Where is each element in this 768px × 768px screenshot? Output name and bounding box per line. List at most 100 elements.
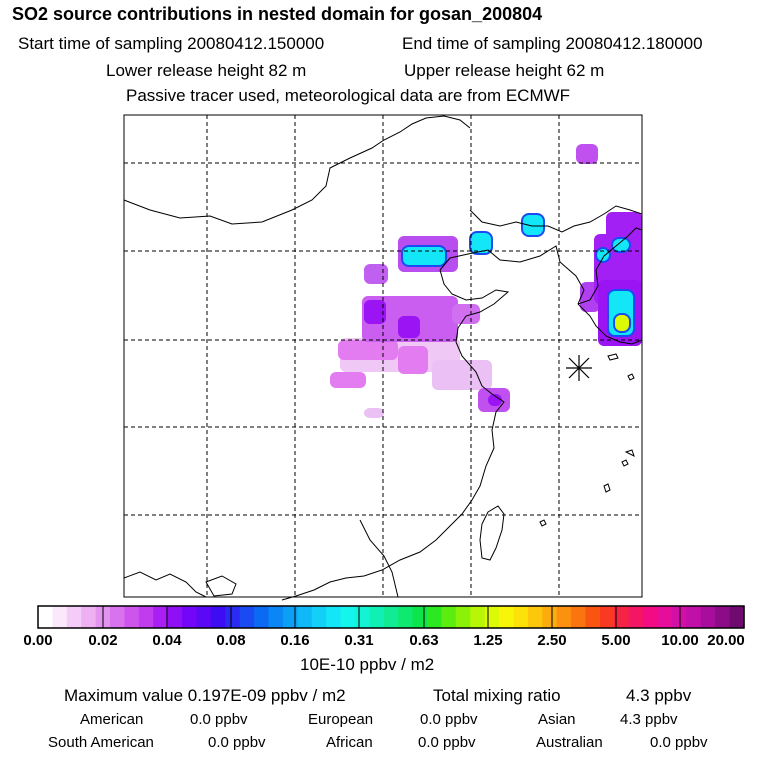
colorbar-cell <box>167 606 183 628</box>
coastlines <box>123 115 643 601</box>
colorbar-cell <box>153 606 169 628</box>
plume-center-core <box>398 316 420 338</box>
plume-korea-n-high <box>595 247 611 263</box>
colorbar-tick-6: 0.63 <box>409 632 439 649</box>
colorbar-tick-2: 0.04 <box>152 632 182 649</box>
colorbar-cell <box>254 606 270 628</box>
american-label: American <box>80 711 144 728</box>
european-value: 0.0 ppbv <box>420 711 478 728</box>
colorbar-cell <box>138 606 154 628</box>
colorbar-tick-3: 0.08 <box>216 632 246 649</box>
colorbar-tick-9: 5.00 <box>601 632 631 649</box>
colorbar-cell <box>210 606 226 628</box>
island-2 <box>621 459 629 467</box>
south-american-label: South American <box>48 734 154 751</box>
upper-height-label: Upper release height 62 m <box>404 61 605 80</box>
plume-tianjin-high <box>469 231 493 255</box>
european-label: European <box>308 711 374 728</box>
island-3 <box>603 483 611 493</box>
colorbar-tick-1: 0.02 <box>88 632 118 649</box>
colorbar-cell <box>499 606 515 628</box>
colorbar-tick-0: 0.00 <box>23 632 53 649</box>
colorbar-cell <box>354 606 370 628</box>
colorbar-cell <box>484 606 500 628</box>
colorbar-cell <box>196 606 212 628</box>
colorbar-cell <box>311 606 327 628</box>
colorbar-cell <box>52 606 68 628</box>
total-mixing-value: 4.3 ppbv <box>626 686 692 705</box>
colorbar-tick-4: 0.16 <box>280 632 310 649</box>
australian-label: Australian <box>536 734 603 751</box>
colorbar-cell <box>282 606 298 628</box>
south-american-value: 0.0 ppbv <box>208 734 266 751</box>
colorbar-cell <box>124 606 140 628</box>
colorbar-cell <box>412 606 428 628</box>
colorbar-cell <box>614 606 630 628</box>
colorbar-cell <box>340 606 356 628</box>
plume-shanghai-core <box>488 394 502 406</box>
page-title: SO2 source contributions in nested domai… <box>12 4 543 24</box>
african-label: African <box>326 734 373 751</box>
colorbar-cell <box>455 606 471 628</box>
plume-layer <box>330 144 642 418</box>
colorbar-cell <box>729 606 745 628</box>
plume-korea-north <box>606 212 642 246</box>
bohai-coast <box>439 245 585 305</box>
colorbar-cell <box>700 606 716 628</box>
colorbar-cell <box>657 606 673 628</box>
colorbar-cell <box>441 606 457 628</box>
korea-peninsula <box>577 227 643 345</box>
colorbar-cell <box>527 606 543 628</box>
colorbar-cell <box>225 606 241 628</box>
plume-center-south <box>398 346 428 374</box>
colorbar-cell <box>239 606 255 628</box>
colorbar-cell <box>383 606 399 628</box>
colorbar-tick-7: 1.25 <box>473 632 503 649</box>
colorbar-unit: 10E-10 ppbv / m2 <box>300 655 435 674</box>
colorbar-cell <box>182 606 198 628</box>
receptor-marker <box>566 355 592 381</box>
plume-northeast-high <box>521 213 545 237</box>
african-value: 0.0 ppbv <box>418 734 476 751</box>
grid-lines <box>124 115 642 597</box>
colorbar-cell <box>599 606 615 628</box>
colorbar-tick-11: 20.00 <box>707 632 745 649</box>
plume-coast-patch <box>452 304 480 324</box>
max-value: Maximum value 0.197E-09 ppbv / m2 <box>64 686 346 705</box>
colorbar-cell <box>297 606 313 628</box>
colorbar-cell <box>643 606 659 628</box>
colorbar-cell <box>671 606 687 628</box>
colorbar-cell <box>427 606 443 628</box>
colorbar-cell <box>268 606 284 628</box>
colorbar-tick-8: 2.50 <box>537 632 567 649</box>
colorbar-cell <box>542 606 558 628</box>
plume-small-south <box>364 408 384 418</box>
colorbar-cell <box>585 606 601 628</box>
asian-value: 4.3 ppbv <box>620 711 678 728</box>
colorbar-tick-10: 10.00 <box>661 632 699 649</box>
colorbar-cell <box>369 606 385 628</box>
colorbar-cell <box>326 606 342 628</box>
colorbar-cell <box>38 606 54 628</box>
taiwan <box>479 505 505 561</box>
colorbar-cell <box>571 606 587 628</box>
plume-light-east <box>432 360 492 390</box>
start-time-label: Start time of sampling 20080412.150000 <box>18 34 325 53</box>
vietnam-border <box>123 571 207 598</box>
plume-north-west <box>364 264 388 284</box>
colorbar-cell <box>715 606 731 628</box>
colorbar-cell <box>66 606 82 628</box>
province-line <box>359 519 399 598</box>
island-4 <box>539 519 547 527</box>
map-frame <box>123 114 643 598</box>
colorbar-cell <box>398 606 414 628</box>
korea-china-border <box>469 205 643 233</box>
colorbar-cell <box>81 606 97 628</box>
total-mixing-label: Total mixing ratio <box>433 686 561 705</box>
colorbar-frame <box>37 605 745 629</box>
colorbar-cell <box>110 606 126 628</box>
american-value: 0.0 ppbv <box>190 711 248 728</box>
colorbar-dividers <box>102 606 681 628</box>
